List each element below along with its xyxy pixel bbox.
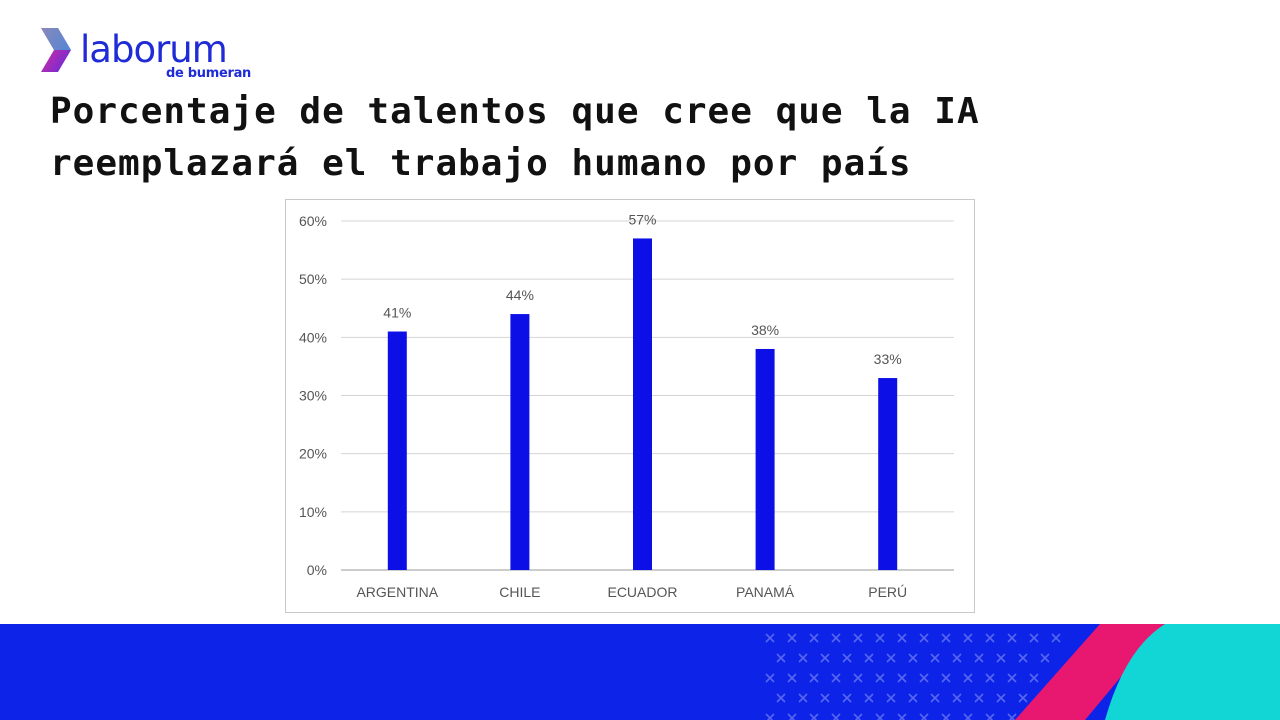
x-mark-icon — [1018, 693, 1028, 703]
x-tick-label: CHILE — [499, 584, 540, 600]
x-mark-icon — [1029, 673, 1039, 683]
x-mark-icon — [908, 653, 918, 663]
y-tick-label: 10% — [299, 504, 327, 520]
x-mark-icon — [864, 693, 874, 703]
x-mark-icon — [842, 693, 852, 703]
bar — [878, 378, 898, 570]
x-mark-icon — [941, 673, 951, 683]
x-mark-icon — [1007, 673, 1017, 683]
x-mark-icon — [886, 693, 896, 703]
x-mark-icon — [1051, 633, 1061, 643]
x-mark-icon — [864, 653, 874, 663]
x-tick-label: ARGENTINA — [356, 584, 438, 600]
x-mark-icon — [985, 633, 995, 643]
x-mark-icon — [974, 653, 984, 663]
x-mark-icon — [996, 653, 1006, 663]
x-mark-icon — [798, 653, 808, 663]
data-label: 33% — [874, 351, 902, 367]
x-mark-icon — [875, 633, 885, 643]
brand-tagline: de bumeran — [166, 66, 252, 81]
x-mark-icon — [952, 693, 962, 703]
x-mark-icon — [897, 713, 907, 720]
x-mark-icon — [908, 693, 918, 703]
x-mark-icon — [1007, 713, 1017, 720]
x-mark-icon — [765, 713, 775, 720]
bar — [633, 238, 652, 570]
x-mark-icon — [919, 713, 929, 720]
data-label: 44% — [506, 287, 534, 303]
x-mark-icon — [820, 653, 830, 663]
x-mark-icon — [963, 713, 973, 720]
x-mark-icon — [875, 713, 885, 720]
data-label: 41% — [383, 305, 411, 321]
brand-logo: laborum de bumeran — [38, 26, 268, 86]
x-mark-icon — [919, 673, 929, 683]
x-mark-icon — [798, 693, 808, 703]
x-mark-icon — [952, 653, 962, 663]
x-mark-icon — [875, 673, 885, 683]
x-mark-icon — [963, 673, 973, 683]
x-mark-icon — [787, 673, 797, 683]
y-tick-label: 20% — [299, 446, 327, 462]
x-mark-icon — [1040, 653, 1050, 663]
data-label: 57% — [628, 211, 656, 227]
x-mark-icon — [809, 673, 819, 683]
x-mark-icon — [996, 693, 1006, 703]
y-tick-label: 0% — [307, 562, 327, 578]
x-mark-icon — [963, 633, 973, 643]
x-mark-icon — [820, 693, 830, 703]
x-mark-icon — [941, 713, 951, 720]
x-mark-icon — [776, 693, 786, 703]
x-mark-icon — [831, 713, 841, 720]
x-mark-icon — [1029, 633, 1039, 643]
x-tick-label: PANAMÁ — [736, 584, 795, 600]
x-mark-icon — [831, 633, 841, 643]
bar — [755, 348, 775, 570]
x-mark-icon — [886, 653, 896, 663]
x-mark-icon — [941, 633, 951, 643]
y-tick-label: 50% — [299, 271, 327, 287]
x-mark-icon — [1018, 653, 1028, 663]
bar — [510, 314, 530, 570]
x-mark-icon — [809, 633, 819, 643]
page-title: Porcentaje de talentos que cree que la I… — [50, 91, 980, 184]
x-mark-icon — [765, 633, 775, 643]
x-mark-icon — [809, 713, 819, 720]
x-mark-icon — [853, 673, 863, 683]
pink-stripe — [1015, 624, 1165, 720]
x-mark-icon — [930, 693, 940, 703]
x-mark-icon — [831, 673, 841, 683]
x-mark-icon — [985, 673, 995, 683]
x-mark-icon — [765, 673, 775, 683]
x-mark-icon — [985, 713, 995, 720]
x-mark-icon — [1007, 633, 1017, 643]
footer-decoration — [765, 624, 1280, 720]
x-pattern — [765, 633, 1061, 720]
y-tick-label: 40% — [299, 329, 327, 345]
brand-name: laborum — [80, 28, 228, 71]
y-tick-label: 60% — [299, 213, 327, 229]
x-mark-icon — [974, 693, 984, 703]
x-tick-label: ECUADOR — [607, 584, 677, 600]
footer-band — [0, 624, 1280, 720]
x-mark-icon — [919, 633, 929, 643]
x-mark-icon — [842, 653, 852, 663]
x-mark-icon — [930, 653, 940, 663]
data-label: 38% — [751, 322, 779, 338]
x-mark-icon — [853, 713, 863, 720]
bar — [387, 331, 407, 570]
x-mark-icon — [787, 633, 797, 643]
cyan-shape — [1105, 624, 1280, 720]
laborum-chevron-icon — [41, 28, 71, 72]
x-mark-icon — [776, 653, 786, 663]
bar-chart: 0% 10% 20% 30% 40% 50% 60% 41% ARGENTINA 44% CHILE… — [285, 199, 975, 613]
x-mark-icon — [897, 633, 907, 643]
x-tick-label: PERÚ — [868, 584, 907, 600]
chart-canvas: 0% 10% 20% 30% 40% 50% 60% 41% ARGENTINA 44% CHILE… — [299, 211, 954, 600]
x-mark-icon — [787, 713, 797, 720]
x-mark-icon — [897, 673, 907, 683]
x-mark-icon — [853, 633, 863, 643]
y-tick-label: 30% — [299, 388, 327, 404]
